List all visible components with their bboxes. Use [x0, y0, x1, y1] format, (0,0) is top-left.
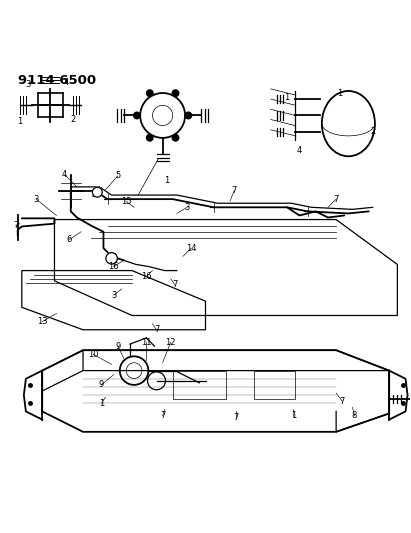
Text: 10: 10: [88, 350, 99, 359]
Text: 3: 3: [185, 203, 190, 212]
Text: 4: 4: [62, 170, 67, 179]
Text: 3: 3: [25, 80, 30, 90]
Text: 9: 9: [99, 381, 104, 390]
Circle shape: [134, 112, 140, 119]
Text: 1: 1: [337, 88, 343, 98]
Text: 5: 5: [115, 172, 120, 180]
Text: 4: 4: [297, 146, 302, 155]
Text: 1: 1: [99, 399, 104, 408]
Circle shape: [172, 134, 179, 141]
Circle shape: [106, 253, 117, 264]
Text: 15: 15: [121, 197, 131, 206]
Text: 12: 12: [166, 337, 176, 346]
Text: 1: 1: [17, 117, 22, 126]
Text: 7: 7: [172, 280, 178, 289]
Text: 11: 11: [141, 337, 152, 346]
Text: 3: 3: [111, 290, 116, 300]
Text: 14: 14: [186, 244, 196, 253]
Text: 1: 1: [164, 176, 169, 185]
Text: 7: 7: [339, 397, 345, 406]
Text: 2: 2: [70, 115, 76, 124]
Text: 7: 7: [13, 221, 18, 230]
Text: 9114 6500: 9114 6500: [18, 74, 96, 87]
Text: 7: 7: [160, 411, 165, 420]
Text: 7: 7: [233, 413, 239, 422]
Text: 1: 1: [284, 93, 290, 102]
Text: 6: 6: [66, 236, 72, 245]
Text: 16: 16: [109, 262, 119, 271]
Text: 7: 7: [154, 325, 159, 334]
Circle shape: [172, 90, 179, 96]
Text: 4: 4: [64, 78, 69, 87]
Text: 7: 7: [333, 195, 339, 204]
Text: 13: 13: [37, 317, 48, 326]
Text: 7: 7: [231, 187, 237, 196]
Circle shape: [146, 90, 153, 96]
Text: 16: 16: [141, 272, 152, 281]
Text: 8: 8: [352, 411, 357, 420]
Text: 9: 9: [115, 342, 120, 351]
Circle shape: [92, 187, 102, 197]
Circle shape: [185, 112, 192, 119]
Text: 3: 3: [33, 195, 39, 204]
Text: 1: 1: [291, 411, 296, 420]
Text: 2: 2: [370, 127, 376, 136]
Circle shape: [146, 134, 153, 141]
